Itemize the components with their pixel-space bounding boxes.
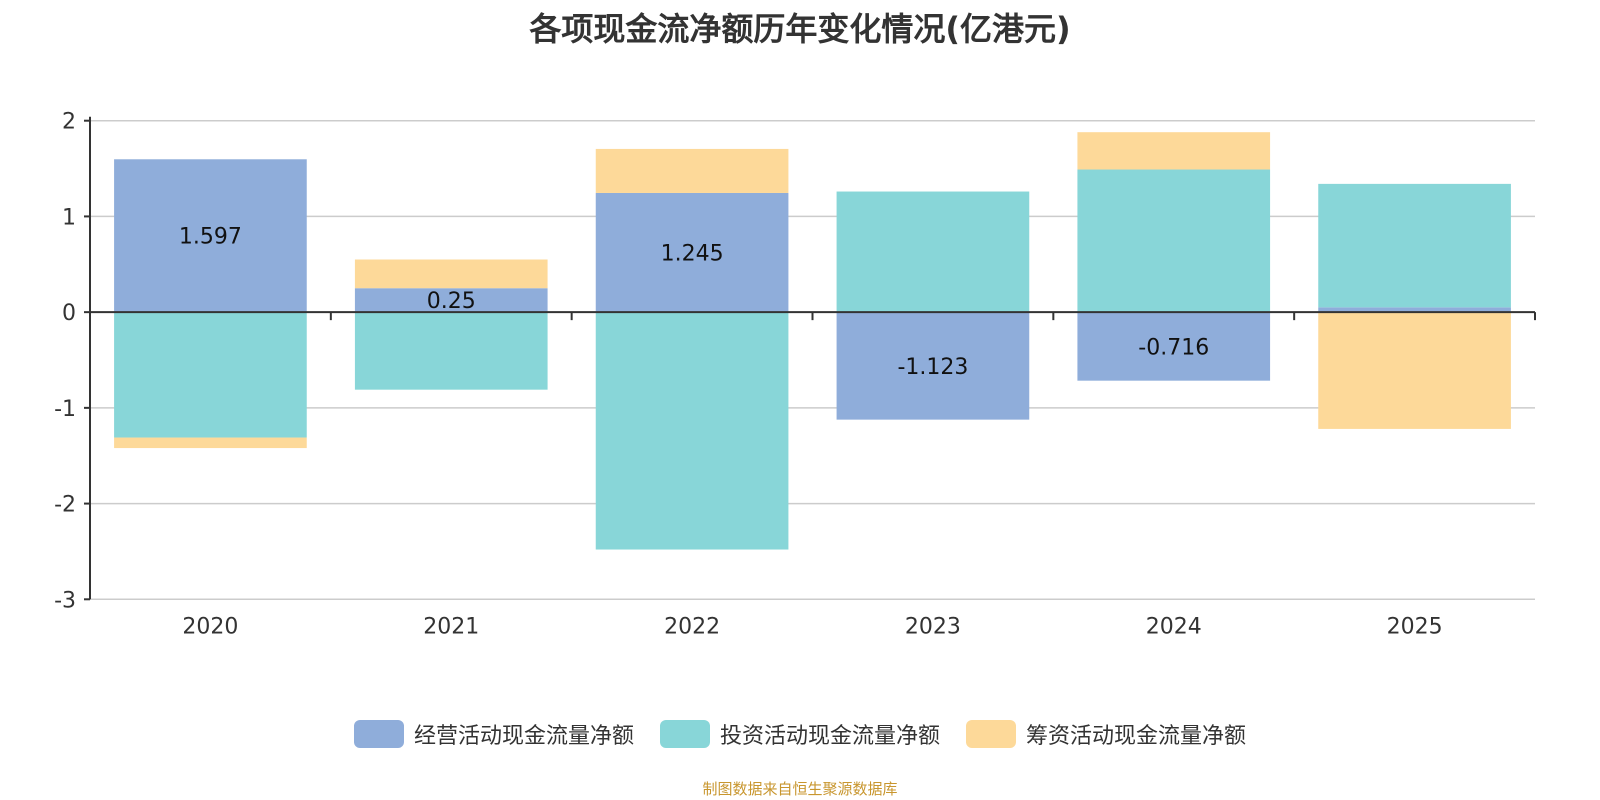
legend-swatch — [353, 720, 404, 748]
bar-2-2022 — [595, 148, 789, 193]
bar-0-2021 — [354, 288, 548, 313]
bar-1-2020 — [114, 312, 307, 438]
y-tick-label: -1 — [54, 397, 76, 422]
bar-1-2025 — [1318, 183, 1511, 308]
y-tick-label: 1 — [62, 205, 76, 230]
x-tick-label: 2020 — [182, 614, 238, 639]
bar-2-2025 — [1318, 312, 1511, 429]
y-tick-label: -2 — [54, 493, 76, 518]
legend: 经营活动现金流量净额 投资活动现金流量净额 筹资活动现金流量净额 — [0, 718, 1600, 750]
bar-2-2021 — [354, 259, 548, 289]
bar-0-2022 — [595, 192, 789, 313]
bar-2-2024 — [1077, 132, 1271, 170]
bar-1-2024 — [1077, 169, 1271, 313]
x-tick-label: 2021 — [423, 614, 479, 639]
x-tick-label: 2024 — [1146, 614, 1202, 639]
data-label: -0.716 — [1138, 335, 1209, 360]
legend-item-investing[interactable]: 投资活动现金流量净额 — [659, 718, 940, 750]
bar-0-2024 — [1077, 312, 1271, 381]
chart-title: 各项现金流净额历年变化情况(亿港元) — [529, 10, 1071, 48]
y-tick-label: 0 — [62, 301, 76, 326]
bar-1-2022 — [595, 312, 789, 550]
bar-0-2020 — [114, 159, 307, 313]
legend-item-financing[interactable]: 筹资活动现金流量净额 — [966, 718, 1246, 750]
x-tick-label: 2023 — [905, 614, 961, 639]
bar-0-2025 — [1318, 307, 1511, 313]
data-label: 1.597 — [179, 225, 242, 250]
bar-1-2021 — [354, 312, 548, 390]
bar-2-2020 — [114, 437, 307, 449]
legend-label: 筹资活动现金流量净额 — [1026, 724, 1247, 749]
data-label: 1.245 — [661, 242, 724, 267]
y-tick-label: -3 — [54, 588, 76, 613]
legend-label: 投资活动现金流量净额 — [719, 724, 940, 749]
legend-swatch — [966, 720, 1016, 748]
legend-swatch — [659, 720, 710, 748]
x-tick-label: 2025 — [1387, 614, 1443, 639]
data-label: -1.123 — [897, 355, 968, 380]
legend-item-operating[interactable]: 经营活动现金流量净额 — [353, 718, 634, 750]
data-label: 0.25 — [427, 289, 476, 314]
y-tick-label: 2 — [62, 110, 76, 135]
bar-0-2023 — [836, 312, 1030, 420]
legend-label: 经营活动现金流量净额 — [413, 724, 634, 749]
x-tick-label: 2022 — [664, 614, 720, 639]
source-note: 制图数据来自恒生聚源数据库 — [702, 780, 898, 798]
bar-1-2023 — [836, 191, 1030, 313]
